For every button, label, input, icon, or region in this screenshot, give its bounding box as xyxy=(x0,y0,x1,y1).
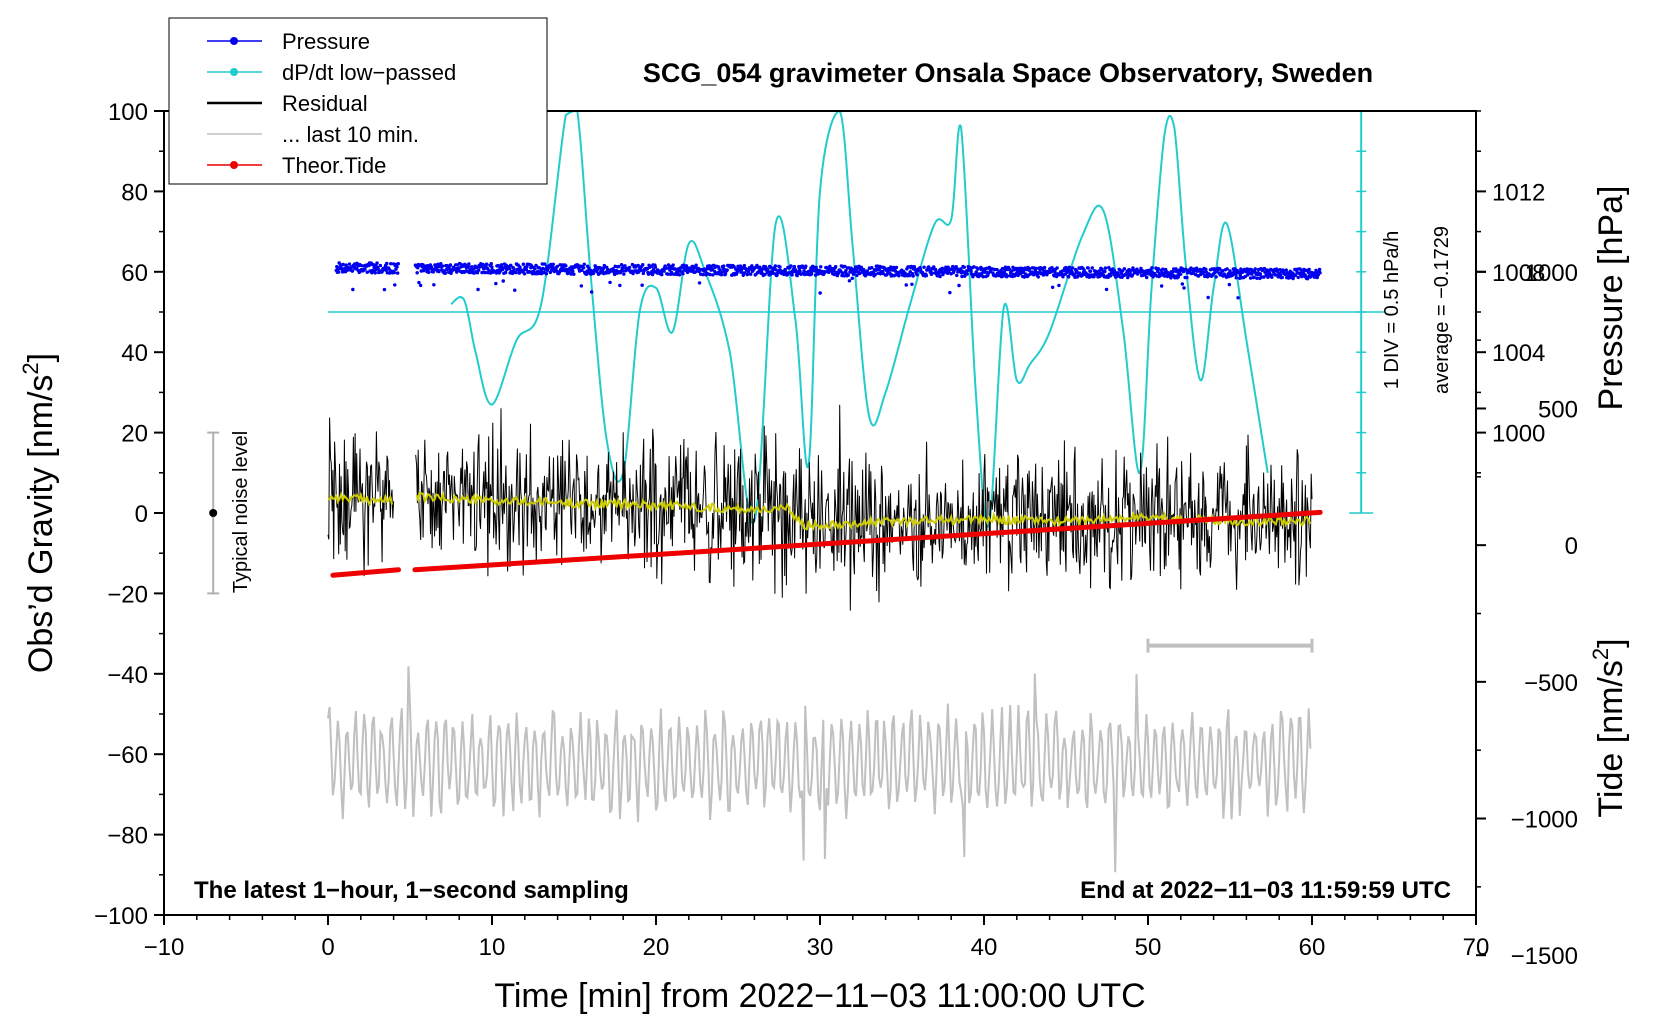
residual-line xyxy=(327,417,395,577)
x-tick-label: 30 xyxy=(807,934,834,961)
x-axis-label: Time [min] from 2022−11−03 11:00:00 UTC xyxy=(494,977,1145,1015)
y-axis-left: −100 −80 −60 −40 −20 0 20 40 60 80 100 xyxy=(94,99,164,930)
annotation-bottom-right: End at 2022−11−03 11:59:59 UTC xyxy=(1080,877,1451,904)
dpdt-average-label: average = −0.1729 xyxy=(1431,226,1453,394)
smoothed-residual-series xyxy=(327,490,1312,532)
dpdt-line xyxy=(450,109,1269,528)
noise-center-dot xyxy=(209,509,218,517)
x-tick-label: −10 xyxy=(144,934,185,961)
tide-tick-label: 1000 xyxy=(1525,260,1578,287)
y-tick-label: −20 xyxy=(107,581,148,608)
legend-marker xyxy=(230,161,238,169)
last-10-min-series xyxy=(327,666,1312,873)
y-tick-label: 100 xyxy=(108,99,148,126)
pressure-tick-label: 1000 xyxy=(1492,421,1545,448)
x-tick-label: 0 xyxy=(321,934,334,961)
residual-line xyxy=(415,404,1313,611)
smoothed-residual-line xyxy=(327,491,393,507)
y-axis-left-label-sup: 2 xyxy=(18,362,43,374)
tide-line xyxy=(330,567,401,578)
legend-marker xyxy=(230,37,238,45)
y-tick-label: −80 xyxy=(107,823,148,850)
auxiliary-marks xyxy=(207,110,1385,653)
tide-tick-label: −500 xyxy=(1524,670,1578,697)
tide-tick-label: −1000 xyxy=(1511,807,1578,834)
y-tick-label: 20 xyxy=(121,421,148,448)
tide-tick-label: −1500 xyxy=(1511,943,1578,970)
legend-label: dP/dt low−passed xyxy=(282,60,456,85)
residual-series xyxy=(327,404,1313,611)
y-axis-tide-label: Tide [nm/s2] xyxy=(1588,638,1630,817)
pressure-tick-label: 1004 xyxy=(1492,340,1545,367)
x-tick-label: 10 xyxy=(479,934,506,961)
last-10-min-line xyxy=(327,666,1312,873)
pressure-tick-label: 1008 xyxy=(1492,260,1545,287)
annotation-bottom-left: The latest 1−hour, 1−second sampling xyxy=(194,877,629,904)
y-tick-label: −60 xyxy=(107,742,148,769)
y-tick-label: −40 xyxy=(107,662,148,689)
legend-box xyxy=(168,17,548,185)
y-axis-left-label: Obs’d Gravity [nm/s2] xyxy=(18,353,60,673)
y-axis-left-label-close: ] xyxy=(22,353,60,362)
y-tick-label: 0 xyxy=(135,501,148,528)
chart-title: SCG_054 gravimeter Onsala Space Observat… xyxy=(643,58,1373,88)
tide-tick-label: 0 xyxy=(1565,533,1578,560)
pressure-tick-label: 1012 xyxy=(1492,179,1545,206)
tide-tick-label: 500 xyxy=(1538,396,1578,423)
x-tick-label: 20 xyxy=(643,934,670,961)
y-axis-pressure-label: Pressure [hPa] xyxy=(1592,186,1630,411)
tide-line xyxy=(412,509,1323,573)
y-axis-tide-label-main: Tide [nm/s xyxy=(1592,660,1630,817)
legend-label: Theor.Tide xyxy=(282,153,386,178)
y-axis-tide-label-close: ] xyxy=(1592,638,1630,647)
x-axis: −10 0 10 20 30 40 50 60 70 xyxy=(144,915,1490,961)
y-axis-left-label-main: Obs’d Gravity [nm/s xyxy=(22,375,60,674)
theor-tide-series xyxy=(330,509,1323,578)
y-tick-label: 40 xyxy=(121,340,148,367)
pressure-series xyxy=(334,261,1322,300)
pressure-points xyxy=(334,261,1322,300)
y-tick-label: −100 xyxy=(94,903,148,930)
legend-label: Residual xyxy=(282,91,368,116)
x-tick-label: 40 xyxy=(971,934,998,961)
dpdt-series xyxy=(450,109,1269,528)
x-tick-label: 60 xyxy=(1299,934,1326,961)
legend-label: Pressure xyxy=(282,29,370,54)
x-tick-label: 70 xyxy=(1463,934,1490,961)
y-tick-label: 80 xyxy=(121,179,148,206)
y-tick-label: 60 xyxy=(121,260,148,287)
x-tick-label: 50 xyxy=(1135,934,1162,961)
y-axis-tide-label-sup: 2 xyxy=(1588,648,1613,660)
noise-level-label: Typical noise level xyxy=(230,431,252,593)
y-axis-pressure: 1000 1004 1008 1012 xyxy=(1476,110,1545,474)
legend-entries: Pressure dP/dt low−passed Residual ... last… xyxy=(207,29,456,178)
legend-label: ... last 10 min. xyxy=(282,122,419,147)
legend-marker xyxy=(230,68,238,76)
dpdt-scale-label: 1 DIV = 0.5 hPa/h xyxy=(1381,231,1403,389)
legend: Pressure dP/dt low−passed Residual ... last… xyxy=(168,17,548,185)
smoothed-residual-line xyxy=(415,490,1312,532)
